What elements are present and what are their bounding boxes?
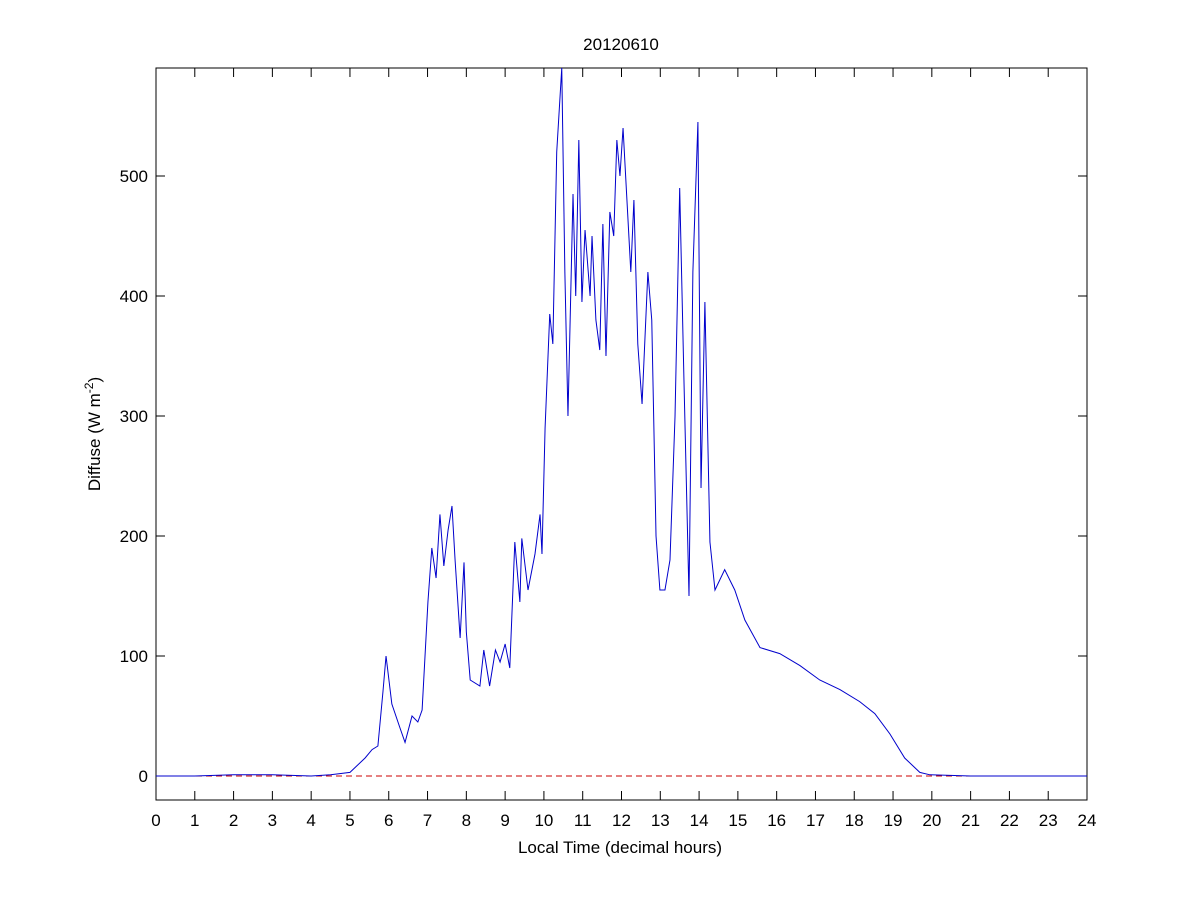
x-tick-label: 16: [767, 811, 786, 830]
x-tick-label: 8: [462, 811, 471, 830]
x-tick-label: 19: [884, 811, 903, 830]
y-label-superscript: -2: [82, 382, 96, 393]
x-tick-label: 14: [690, 811, 709, 830]
x-axis-label: Local Time (decimal hours): [518, 838, 722, 857]
x-tick-label: 20: [922, 811, 941, 830]
x-tick-label: 12: [612, 811, 631, 830]
x-tick-label: 22: [1000, 811, 1019, 830]
x-tick-label: 17: [806, 811, 825, 830]
x-tick-label: 3: [268, 811, 277, 830]
y-tick-label: 100: [120, 647, 148, 666]
x-tick-label: 5: [345, 811, 354, 830]
x-tick-label: 21: [961, 811, 980, 830]
y-tick-label: 300: [120, 407, 148, 426]
x-tick-label: 9: [500, 811, 509, 830]
x-tick-label: 4: [306, 811, 315, 830]
x-tick-label: 7: [423, 811, 432, 830]
y-axis-label: Diffuse (W m-2): [82, 377, 104, 491]
x-tick-label: 2: [229, 811, 238, 830]
x-tick-label: 0: [151, 811, 160, 830]
x-tick-label: 10: [534, 811, 553, 830]
x-tick-label: 1: [190, 811, 199, 830]
x-tick-label: 11: [574, 811, 592, 830]
chart-title: 20120610: [583, 35, 659, 54]
x-tick-label: 23: [1039, 811, 1058, 830]
x-tick-label: 13: [651, 811, 670, 830]
data-line: [156, 67, 1087, 777]
y-tick-label: 400: [120, 287, 148, 306]
y-tick-label: 0: [139, 767, 148, 786]
y-tick-label: 200: [120, 527, 148, 546]
y-tick-label: 500: [120, 167, 148, 186]
y-label-text: Diffuse (W m: [85, 393, 104, 491]
y-label-suffix: ): [85, 377, 104, 383]
x-tick-label: 18: [845, 811, 864, 830]
x-tick-label: 6: [384, 811, 393, 830]
plot-frame: [155, 67, 1088, 801]
x-tick-label: 24: [1078, 811, 1097, 830]
x-tick-label: 15: [728, 811, 747, 830]
